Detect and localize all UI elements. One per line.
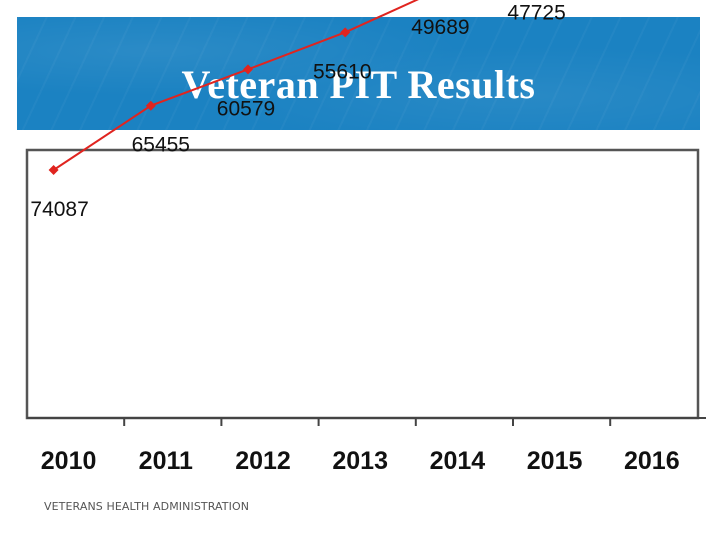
data-point-marker bbox=[243, 64, 253, 75]
x-tick-label: 2015 bbox=[527, 447, 583, 475]
x-tick-label: 2013 bbox=[332, 447, 388, 475]
data-label: 47725 bbox=[507, 2, 565, 25]
x-tick-label: 2016 bbox=[624, 447, 680, 475]
x-tick-label: 2012 bbox=[235, 447, 291, 475]
x-tick-label: 2011 bbox=[139, 447, 193, 475]
data-label: 60579 bbox=[217, 97, 275, 120]
slide-title: Veteran PIT Results bbox=[181, 62, 536, 107]
data-label: 74087 bbox=[30, 198, 88, 221]
x-tick-label: 2014 bbox=[430, 447, 486, 475]
plot-frame bbox=[25, 148, 700, 420]
data-point-marker bbox=[48, 165, 59, 175]
data-label: 55610 bbox=[313, 60, 371, 83]
data-point-marker bbox=[340, 27, 351, 38]
x-axis-labels: 2010 2011 2012 2013 2014 2015 2016 bbox=[41, 447, 680, 475]
footer-label: VETERANS HEALTH ADMINISTRATION bbox=[44, 500, 250, 513]
data-point-marker bbox=[145, 100, 156, 111]
title-banner: Veteran PIT Results bbox=[17, 17, 700, 130]
series-veteran-pit bbox=[48, 0, 419, 175]
x-tick-label: 2010 bbox=[41, 447, 97, 475]
data-labels: 74087654556057955610496894772539471 bbox=[30, 2, 565, 221]
x-axis-ticks bbox=[123, 418, 612, 426]
data-label: 65455 bbox=[132, 134, 190, 157]
data-label: 49689 bbox=[411, 16, 469, 39]
